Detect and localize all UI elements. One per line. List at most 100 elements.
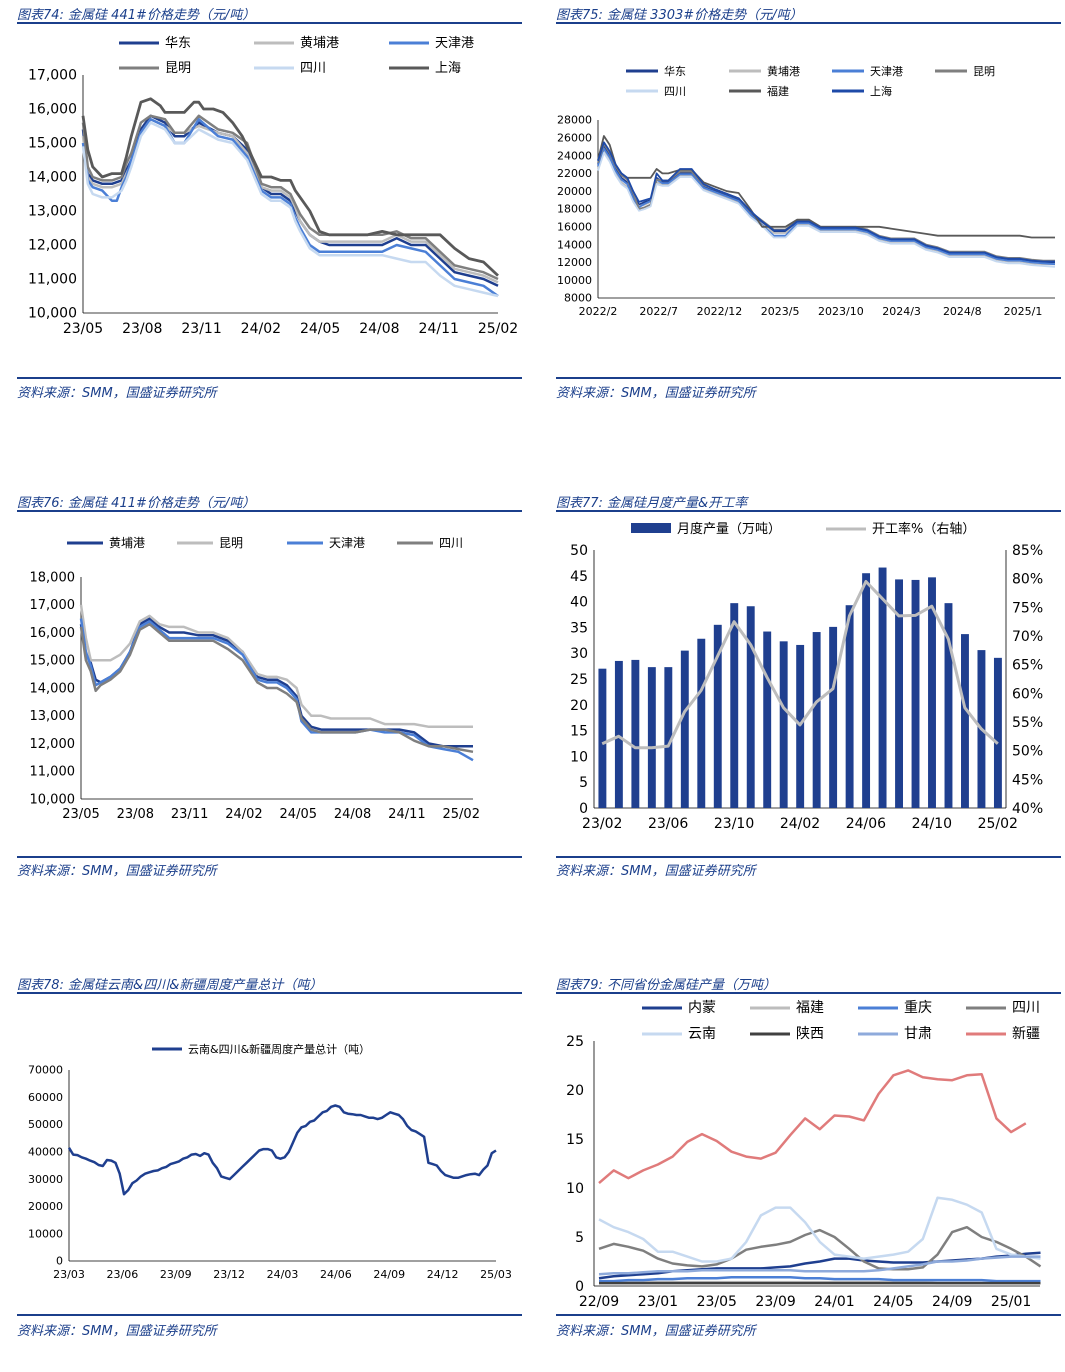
chart-title: 图表76: 金属硅 411#价格走势（元/吨） xyxy=(17,496,256,511)
series-line xyxy=(597,135,1055,239)
title-rule xyxy=(556,510,1061,512)
series-line xyxy=(598,1255,1041,1276)
panel-79: 图表79: 不同省份金属硅产量（万吨） 内蒙 福建 重庆 四川 云南 陕西 甘肃 新疆 0 5 10… xyxy=(556,970,1061,1370)
y-tick-label: 0 xyxy=(579,801,588,817)
y-tick-label: 60000 xyxy=(28,1091,63,1104)
y-tick-label: 24000 xyxy=(557,149,592,162)
legend-label: 开工率%（右轴） xyxy=(872,521,975,537)
legend-swatch xyxy=(631,523,671,533)
y-tick-label: 12,000 xyxy=(28,238,77,254)
y-tick-label: 10000 xyxy=(557,274,592,287)
chart-title: 图表74: 金属硅 441#价格走势（元/吨） xyxy=(17,8,256,23)
source-note: 资料来源：SMM，国盛证券研究所 xyxy=(556,1324,756,1339)
x-tick-label: 24/06 xyxy=(846,816,886,832)
series-line xyxy=(598,1196,1041,1263)
panel-75: 图表75: 金属硅 3303#价格走势（元/吨） 华东 黄埔港 天津港 昆明 四川 福建 上… xyxy=(556,0,1061,420)
source-note: 资料来源：SMM，国盛证券研究所 xyxy=(17,864,217,879)
y-tick-label: 14,000 xyxy=(30,681,76,696)
series-line xyxy=(598,1225,1042,1271)
y-tick-label: 15,000 xyxy=(28,136,77,152)
y-tick-label: 17,000 xyxy=(30,598,76,613)
y-tick-label: 11,000 xyxy=(28,272,77,288)
bar xyxy=(779,641,788,808)
legend-label: 上海 xyxy=(870,84,892,98)
bar xyxy=(928,577,936,808)
y-tick-label: 0 xyxy=(56,1255,63,1268)
y-tick-label: 20000 xyxy=(28,1200,63,1213)
y-tick-label: 25 xyxy=(570,672,588,688)
x-tick-label: 24/05 xyxy=(300,321,340,337)
series-line xyxy=(597,145,1055,264)
y-tick-label: 12,000 xyxy=(30,737,76,752)
series-line xyxy=(67,1104,497,1196)
x-tick-label: 25/02 xyxy=(443,807,480,822)
title-rule xyxy=(556,22,1061,24)
bar xyxy=(631,659,640,808)
x-tick-label: 24/11 xyxy=(388,807,425,822)
y2-tick-label: 65% xyxy=(1012,658,1043,674)
x-tick-label: 22/09 xyxy=(579,1294,619,1310)
y-tick-label: 20 xyxy=(566,1083,584,1099)
legend-label: 华东 xyxy=(165,36,191,51)
bar xyxy=(993,657,1002,808)
legend-label: 福建 xyxy=(767,84,789,98)
series-line xyxy=(597,150,1055,266)
bar xyxy=(944,603,953,808)
x-tick-label: 24/05 xyxy=(873,1294,913,1310)
bar xyxy=(680,650,689,808)
y-tick-label: 35 xyxy=(570,620,588,636)
series-line xyxy=(81,114,499,281)
bar xyxy=(746,606,755,808)
series-line xyxy=(597,141,1055,263)
y-tick-label: 13,000 xyxy=(30,709,76,724)
x-tick-label: 2023/5 xyxy=(761,305,800,318)
chart-title: 图表78: 金属硅云南&四川&新疆周度产量总计（吨） xyxy=(17,978,323,993)
legend-label: 新疆 xyxy=(1012,1026,1040,1042)
legend-label: 四川 xyxy=(300,61,326,76)
series-line xyxy=(598,1251,1041,1280)
y-tick-label: 10,000 xyxy=(28,306,77,322)
x-tick-label: 23/12 xyxy=(213,1268,245,1281)
y-tick-label: 16,000 xyxy=(28,102,77,118)
x-tick-label: 23/11 xyxy=(171,807,208,822)
y-tick-label: 50 xyxy=(570,543,588,559)
legend-label: 陕西 xyxy=(796,1026,824,1042)
x-tick-label: 24/10 xyxy=(912,816,952,832)
y-tick-label: 15,000 xyxy=(30,654,76,669)
x-tick-label: 24/09 xyxy=(932,1294,972,1310)
x-tick-label: 24/03 xyxy=(267,1268,299,1281)
title-rule xyxy=(17,510,522,512)
x-tick-label: 23/06 xyxy=(648,816,688,832)
y-tick-label: 16000 xyxy=(557,220,592,233)
source-rule xyxy=(17,856,522,858)
x-tick-label: 2024/8 xyxy=(943,305,982,318)
chart-title: 图表77: 金属硅月度产量&开工率 xyxy=(556,496,748,511)
series-line xyxy=(81,97,499,277)
legend-label: 华东 xyxy=(664,64,686,78)
legend-label: 天津港 xyxy=(435,36,474,51)
y-tick-label: 70000 xyxy=(28,1064,63,1077)
bar xyxy=(812,632,821,808)
y-tick-label: 45 xyxy=(570,569,588,585)
chart-76: 黄埔港 昆明 天津港 四川 10,000 11,000 12,000 13,000 14,000… xyxy=(30,536,480,822)
x-tick-label: 23/05 xyxy=(63,321,103,337)
series-line xyxy=(81,114,499,287)
chart-77: 月度产量（万吨） 开工率%（右轴） 0 5 10 15 20 25 30 35 40 45 50 40% 4… xyxy=(570,521,1043,832)
y-tick-label: 17,000 xyxy=(28,68,77,84)
y2-tick-label: 40% xyxy=(1012,801,1043,817)
x-tick-label: 23/05 xyxy=(62,807,99,822)
x-tick-label: 2022/12 xyxy=(697,305,743,318)
series-line xyxy=(79,622,474,754)
x-tick-label: 2025/1 xyxy=(1004,305,1043,318)
legend-label: 昆明 xyxy=(973,65,995,78)
series-line xyxy=(598,1069,1027,1185)
legend-label: 昆明 xyxy=(219,536,243,550)
x-tick-label: 24/02 xyxy=(225,807,262,822)
bar xyxy=(614,660,623,808)
x-tick-label: 23/11 xyxy=(181,321,221,337)
panel-74: 图表74: 金属硅 441#价格走势（元/吨） 华东 黄埔港 天津港 昆明 四川 上海 10… xyxy=(17,0,522,420)
x-tick-label: 25/02 xyxy=(478,321,518,337)
y-tick-label: 14000 xyxy=(557,238,592,251)
x-tick-label: 24/12 xyxy=(427,1268,459,1281)
y-tick-label: 22000 xyxy=(557,167,592,180)
